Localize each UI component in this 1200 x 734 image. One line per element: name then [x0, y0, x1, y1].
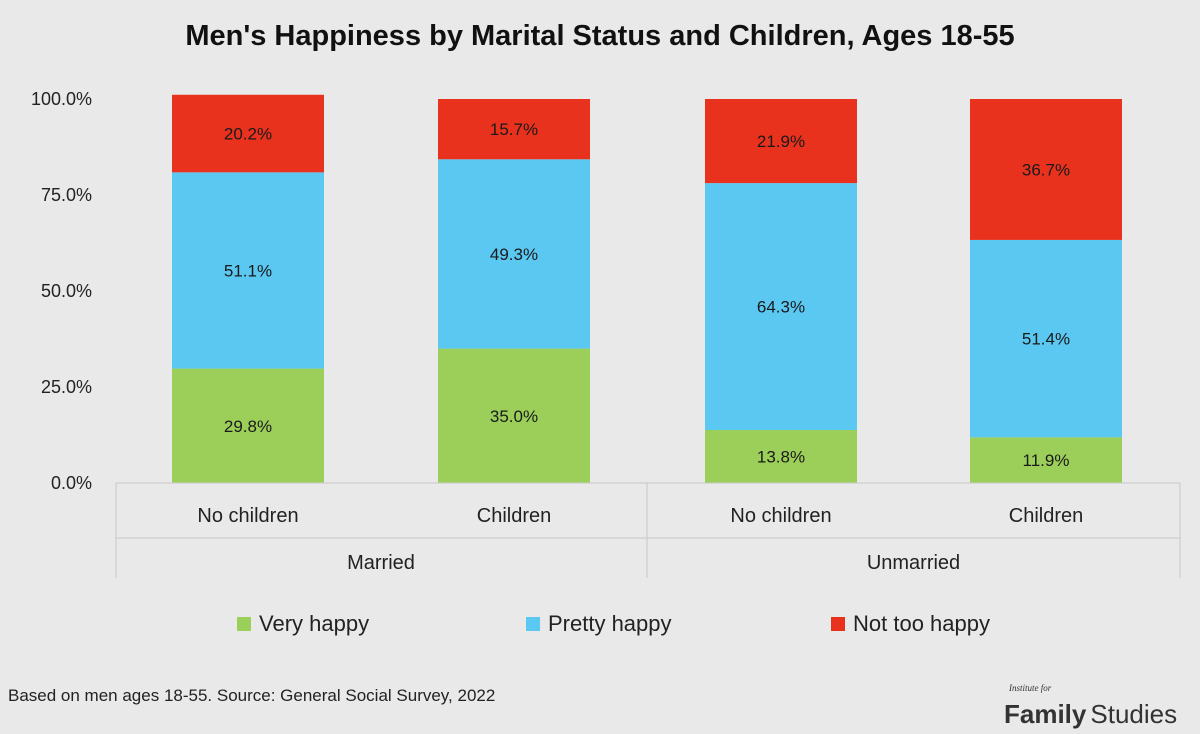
bar-pretty-happy: [705, 183, 857, 431]
bar-not-too-happy: [172, 94, 324, 173]
data-label: 20.2%: [224, 125, 272, 144]
data-label: 49.3%: [490, 245, 538, 264]
bar-pretty-happy: [438, 159, 590, 349]
bar-pretty-happy: [172, 172, 324, 369]
legend-swatch: [237, 617, 251, 631]
logo-family-studies: Family Studies: [1004, 699, 1177, 729]
logo-institute-text: Institute for: [1008, 683, 1052, 693]
y-axis: 0.0% 25.0% 50.0% 75.0% 100.0%: [31, 89, 92, 493]
legend: Very happy Pretty happy Not too happy: [237, 611, 990, 636]
bar-not-too-happy: [970, 99, 1122, 240]
institute-logo: Institute for Family Studies: [1004, 683, 1177, 729]
data-label: 51.1%: [224, 261, 272, 280]
legend-label: Very happy: [259, 611, 369, 636]
logo-family: Family: [1004, 699, 1087, 729]
data-label: 11.9%: [1023, 451, 1070, 470]
data-label: 13.8%: [757, 448, 805, 467]
y-tick-label: 50.0%: [41, 281, 92, 301]
bar-very-happy: [970, 437, 1122, 483]
x-group-label: Unmarried: [867, 552, 960, 574]
y-tick-label: 0.0%: [51, 473, 92, 493]
logo-studies: Studies: [1090, 699, 1177, 729]
x-tick-label: No children: [197, 505, 298, 527]
data-label: 21.9%: [757, 132, 805, 151]
x-axis: No children Children No children Children Ma…: [115, 482, 1181, 578]
bar-very-happy: [172, 368, 324, 483]
legend-label: Pretty happy: [548, 611, 672, 636]
bars: 29.8% 51.1% 20.2% 35.0% 49.3% 15.7% 13.8% 64.3%…: [172, 94, 1122, 483]
x-tick-label: No children: [730, 505, 831, 527]
legend-label: Not too happy: [853, 611, 990, 636]
bar-not-too-happy: [705, 99, 857, 184]
chart-title: Men's Happiness by Marital Status and Ch…: [185, 20, 1014, 52]
data-label: 51.4%: [1022, 330, 1070, 349]
y-tick-label: 100.0%: [31, 89, 92, 109]
legend-swatch: [526, 617, 540, 631]
footnote: Based on men ages 18-55. Source: General…: [8, 686, 495, 705]
data-label: 15.7%: [490, 120, 538, 139]
data-label: 64.3%: [757, 298, 805, 317]
y-tick-label: 25.0%: [41, 377, 92, 397]
x-group-label: Married: [347, 552, 415, 574]
x-tick-label: Children: [477, 505, 551, 527]
data-label: 35.0%: [490, 407, 538, 426]
y-tick-label: 75.0%: [41, 185, 92, 205]
bar-very-happy: [705, 430, 857, 483]
bar-pretty-happy: [970, 239, 1122, 438]
legend-swatch: [831, 617, 845, 631]
data-label: 36.7%: [1022, 160, 1070, 179]
bar-very-happy: [438, 348, 590, 483]
bar-not-too-happy: [438, 99, 590, 160]
x-tick-label: Children: [1009, 505, 1083, 527]
data-label: 29.8%: [224, 417, 272, 436]
